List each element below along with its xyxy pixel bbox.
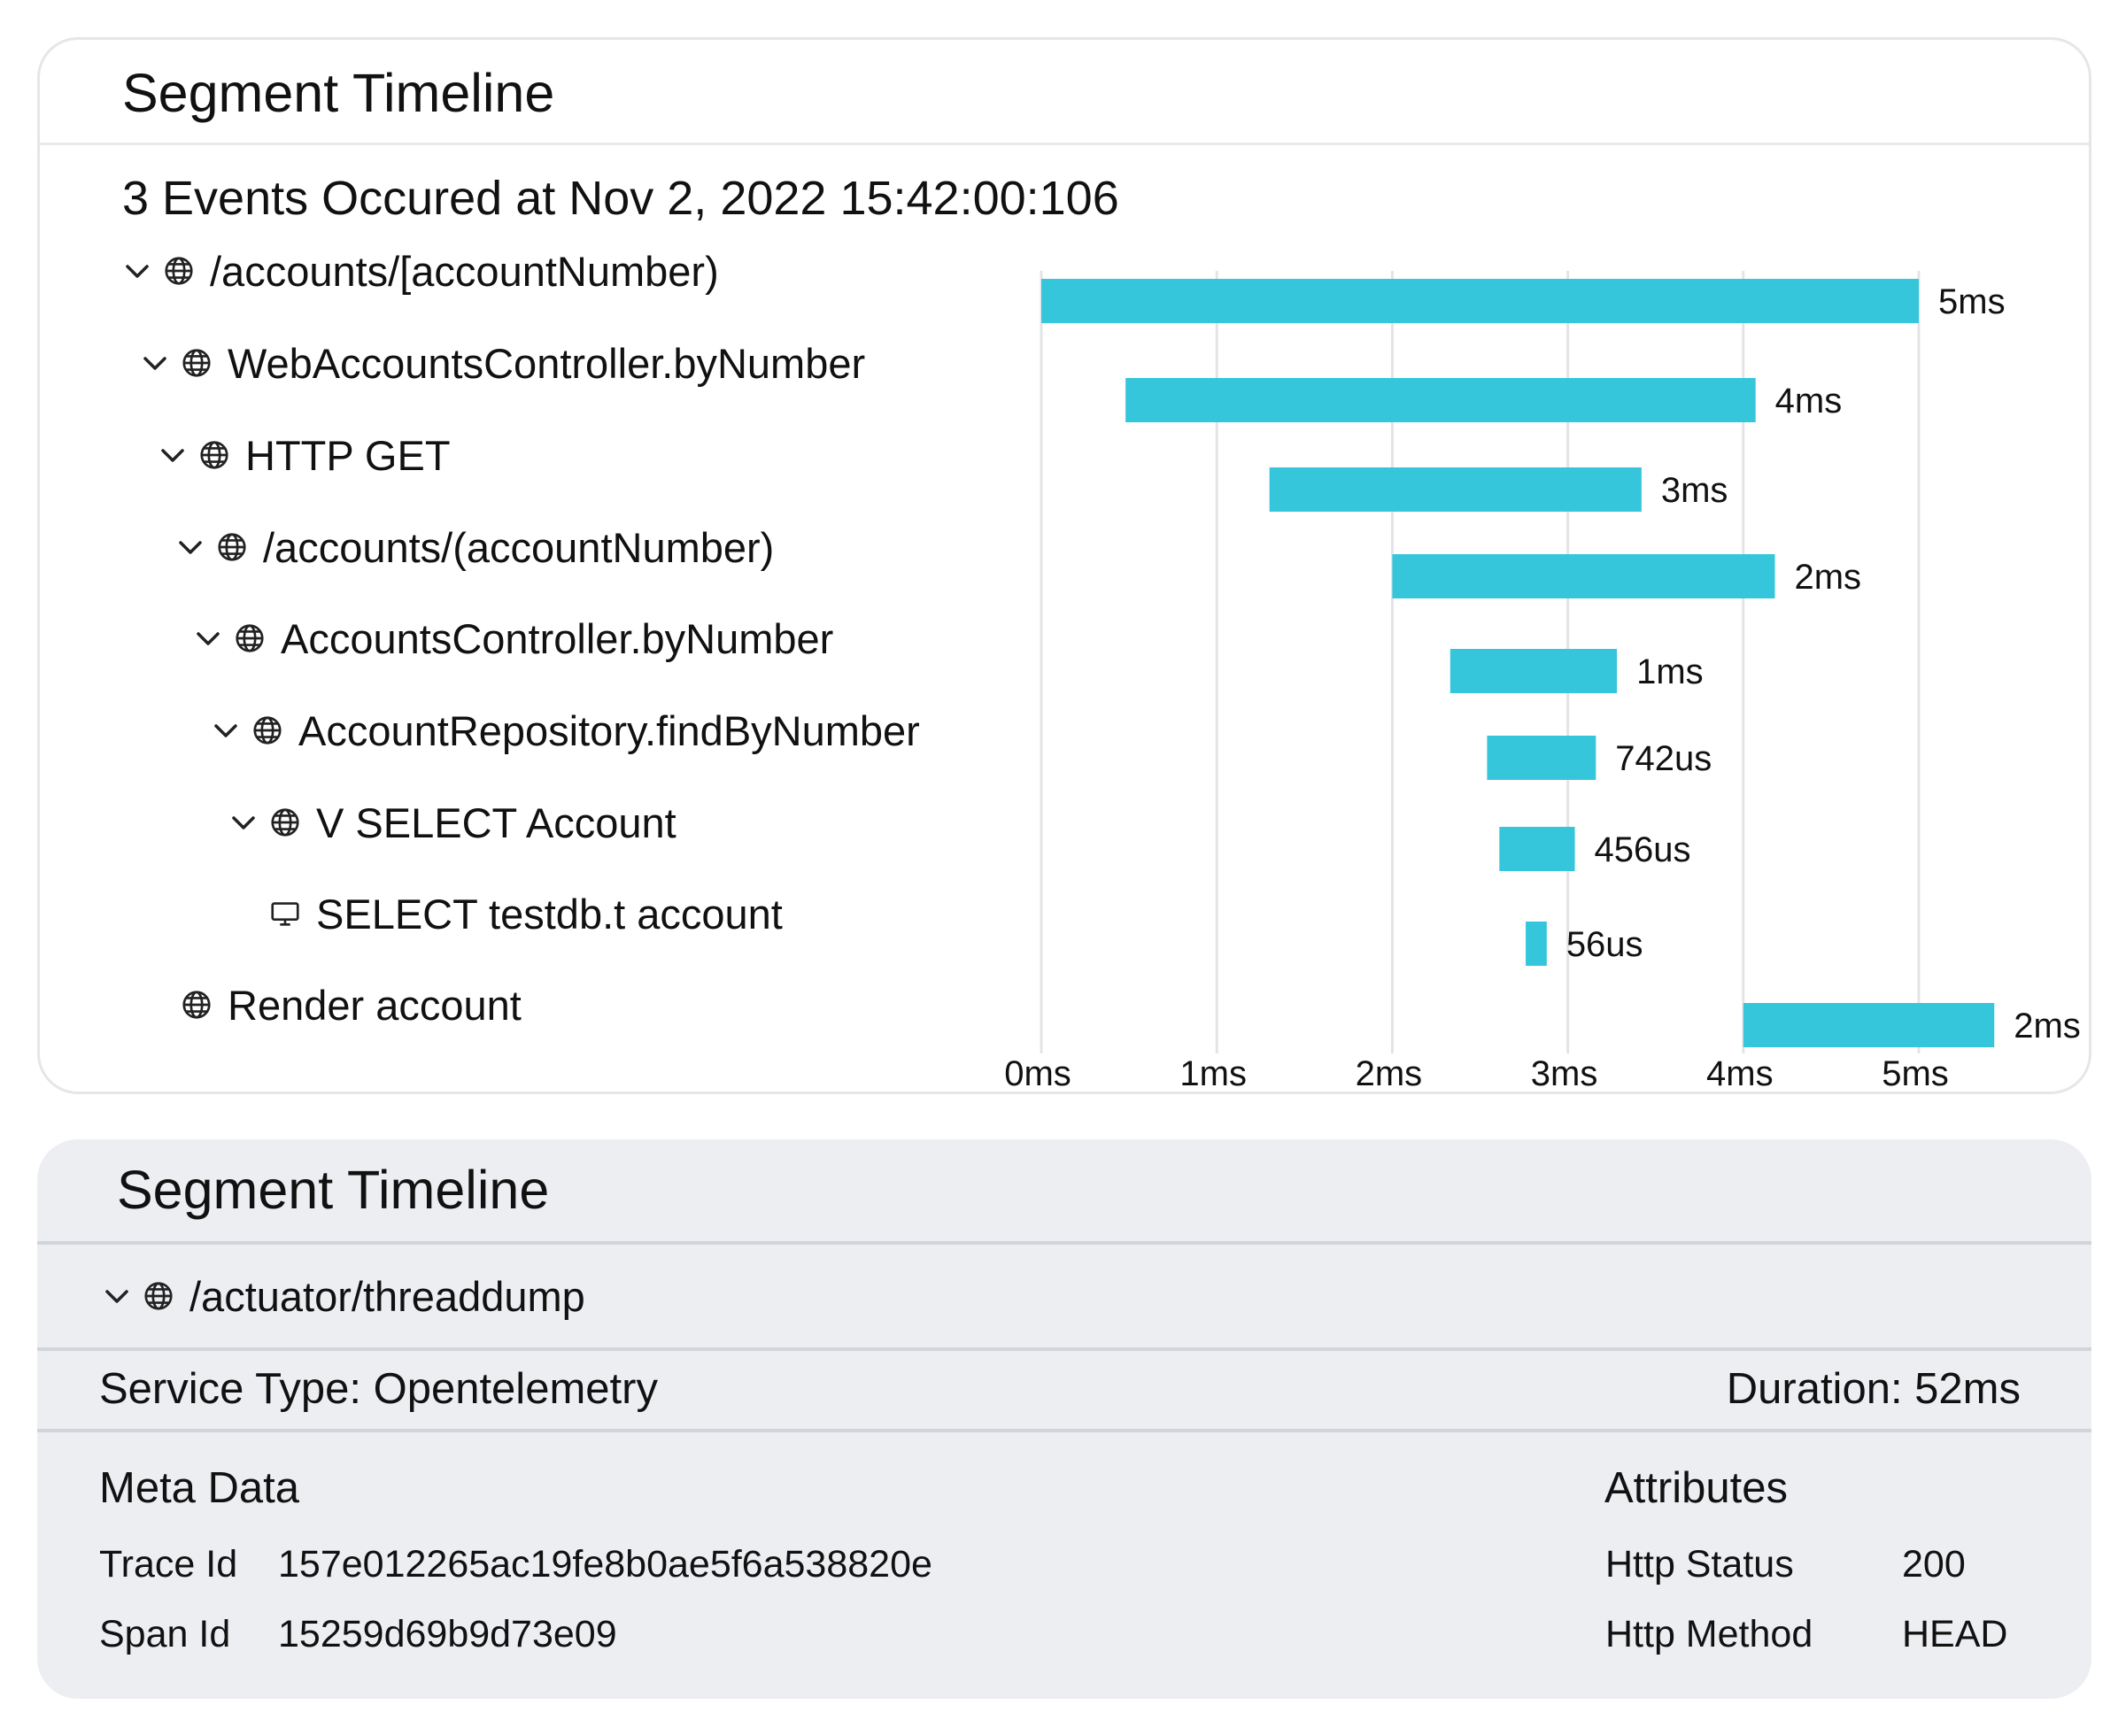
http-method-key: Http Method — [1605, 1613, 1813, 1655]
title-divider — [37, 1241, 2091, 1245]
http-status-value: 200 — [1902, 1543, 1966, 1586]
tree-row-label: WebAccountsController.byNumber — [228, 339, 866, 387]
segment-duration-label: 742us — [1615, 739, 1712, 778]
chevron-down-icon[interactable] — [226, 805, 261, 840]
x-tick-label: 4ms — [1706, 1054, 1774, 1093]
segment-bar[interactable] — [1125, 378, 1756, 422]
tree-row[interactable]: AccountsController.byNumber — [190, 610, 833, 667]
segment-duration-label: 5ms — [1938, 282, 2006, 321]
chevron-down-icon[interactable] — [99, 1278, 135, 1314]
span-id-key: Span Id — [99, 1613, 231, 1655]
segment-bar[interactable] — [1526, 922, 1547, 966]
segment-duration-label: 3ms — [1661, 471, 1728, 510]
segment-bar[interactable] — [1392, 554, 1775, 598]
globe-icon — [180, 988, 213, 1022]
duration: Duration: 52ms — [1726, 1365, 2021, 1413]
title-divider — [40, 143, 2089, 145]
segment-duration-label: 1ms — [1636, 652, 1704, 691]
http-status-key: Http Status — [1605, 1543, 1794, 1586]
panel-title: Segment Timeline — [117, 1160, 550, 1220]
tree-row-label: /accounts/[accountNumber) — [210, 247, 719, 295]
tree-row-label: Render account — [228, 981, 522, 1029]
tree-row-label: V SELECT Account — [316, 799, 676, 846]
globe-icon — [251, 714, 284, 747]
tree-row[interactable]: /accounts/(accountNumber) — [173, 519, 774, 575]
x-tick-label: 1ms — [1179, 1054, 1247, 1093]
tree-row-label: HTTP GET — [245, 431, 451, 479]
segment-duration-label: 4ms — [1775, 382, 1843, 420]
row-divider — [37, 1429, 2091, 1432]
segment-bar[interactable] — [1487, 736, 1596, 780]
globe-icon — [268, 806, 302, 839]
tree-row[interactable]: HTTP GET — [155, 427, 451, 483]
chevron-down-icon[interactable] — [173, 529, 208, 565]
segment-bar[interactable] — [1450, 649, 1618, 693]
span-id-value: 15259d69b9d73e09 — [278, 1613, 617, 1655]
segment-duration-label: 2ms — [1794, 558, 1861, 597]
trace-id-value: 157e012265ac19fe8b0ae5f6a538820e — [278, 1543, 932, 1586]
segment-bar[interactable] — [1743, 1003, 1995, 1047]
tree-row[interactable]: Render account — [173, 976, 522, 1033]
x-tick-label: 3ms — [1531, 1054, 1598, 1093]
chevron-down-icon[interactable] — [120, 253, 155, 289]
chevron-down-icon[interactable] — [190, 621, 226, 656]
row-divider — [37, 1347, 2091, 1351]
segment-detail-panel: Segment Timeline /actuator/threaddump Se… — [37, 1139, 2091, 1699]
http-method-value: HEAD — [1902, 1613, 2008, 1655]
tree-row-label: AccountRepository.findByNumber — [298, 706, 920, 754]
globe-icon — [142, 1279, 175, 1313]
meta-data-heading: Meta Data — [99, 1464, 300, 1512]
tree-row-label: SELECT testdb.t account — [316, 890, 783, 937]
segment-bar[interactable] — [1041, 279, 1919, 323]
globe-icon — [180, 346, 213, 380]
tree-row-label: /actuator/threaddump — [189, 1272, 585, 1320]
tree-row-label: AccountsController.byNumber — [281, 614, 834, 662]
segment-duration-label: 56us — [1566, 925, 1643, 964]
events-summary: 3 Events Occured at Nov 2, 2022 15:42:00… — [122, 172, 1119, 225]
chevron-down-icon[interactable] — [137, 345, 173, 381]
segment-duration-label: 2ms — [2014, 1007, 2081, 1045]
monitor-icon — [268, 897, 302, 930]
tree-row-actuator[interactable]: /actuator/threaddump — [99, 1268, 585, 1324]
panel-title: Segment Timeline — [122, 63, 555, 123]
tree-row[interactable]: WebAccountsController.byNumber — [137, 335, 865, 391]
chevron-down-icon[interactable] — [155, 437, 190, 473]
tree-row[interactable]: /accounts/[accountNumber) — [120, 243, 719, 299]
x-tick-label: 2ms — [1356, 1054, 1423, 1093]
attributes-heading: Attributes — [1604, 1464, 1788, 1512]
globe-icon — [197, 438, 231, 472]
segment-bar[interactable] — [1499, 827, 1575, 871]
globe-icon — [162, 254, 196, 288]
tree-row[interactable]: V SELECT Account — [226, 794, 676, 851]
globe-icon — [233, 621, 267, 655]
segment-bar[interactable] — [1269, 467, 1642, 512]
segment-duration-label: 456us — [1595, 830, 1691, 869]
tree-row-label: /accounts/(accountNumber) — [263, 523, 775, 571]
service-type: Service Type: Opentelemetry — [99, 1365, 658, 1413]
tree-row[interactable]: AccountRepository.findByNumber — [208, 702, 920, 759]
x-tick-label: 0ms — [1004, 1054, 1071, 1093]
trace-id-key: Trace Id — [99, 1543, 238, 1586]
x-tick-label: 5ms — [1882, 1054, 1949, 1093]
chevron-down-icon[interactable] — [208, 713, 244, 748]
globe-icon — [215, 530, 249, 564]
tree-row[interactable]: SELECT testdb.t account — [261, 885, 783, 942]
